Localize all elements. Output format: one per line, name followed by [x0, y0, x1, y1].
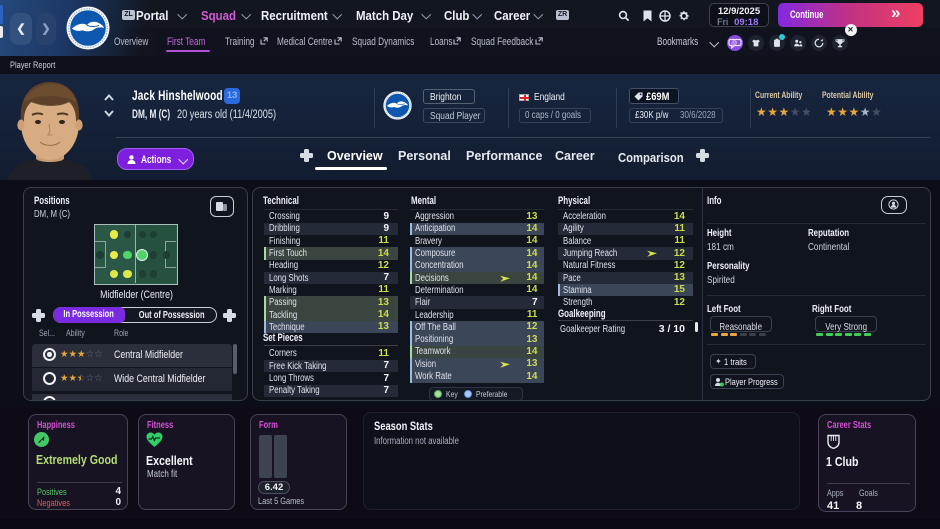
svg-text:@: @	[731, 41, 737, 47]
